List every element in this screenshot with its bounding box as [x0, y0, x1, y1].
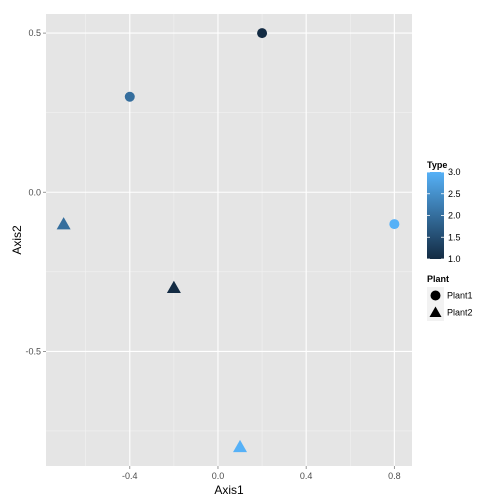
- color-legend-ticks: 1.0 1.5 2.0 2.5 3.0: [427, 167, 461, 264]
- y-axis-title: Axis2: [10, 225, 24, 255]
- point-circle: [124, 91, 135, 102]
- y-tick-label: 0.0: [28, 187, 41, 197]
- point-triangle: [56, 217, 71, 230]
- y-axis-ticks: -0.5 0.0 0.5: [25, 28, 46, 356]
- data-points: [56, 28, 400, 453]
- point-triangle: [166, 280, 181, 293]
- shape-legend-items: Plant1 Plant2: [427, 287, 473, 321]
- x-tick-label: 0.8: [388, 471, 401, 481]
- x-axis-ticks: -0.4 0.0 0.4 0.8: [122, 466, 401, 481]
- color-legend-label: 1.0: [448, 254, 461, 264]
- y-tick-label: -0.5: [25, 346, 41, 356]
- x-tick-label: -0.4: [122, 471, 138, 481]
- color-legend-label: 2.0: [448, 211, 461, 221]
- x-tick-label: 0.4: [300, 471, 313, 481]
- point-triangle: [233, 439, 248, 453]
- color-legend-label: 3.0: [448, 167, 461, 177]
- plot-panel: [46, 14, 412, 466]
- x-tick-label: 0.0: [212, 471, 225, 481]
- legend-triangle-icon: [429, 306, 442, 317]
- point-circle: [389, 219, 400, 230]
- shape-legend-title: Plant: [427, 274, 449, 284]
- major-gridlines: [46, 14, 412, 466]
- point-circle: [257, 28, 268, 39]
- x-axis-title: Axis1: [214, 483, 244, 497]
- color-legend-title: Type: [427, 160, 447, 170]
- color-legend-label: 2.5: [448, 189, 461, 199]
- minor-gridlines: [46, 14, 412, 466]
- legend-circle-icon: [430, 290, 441, 301]
- legend: Type 1.0 1.5 2.0 2.5 3.0 Plant Plant1 Plant2: [427, 160, 473, 321]
- shape-legend-label: Plant2: [447, 308, 473, 318]
- color-legend-bar: [427, 172, 444, 259]
- y-tick-label: 0.5: [28, 28, 41, 38]
- shape-legend-label: Plant1: [447, 291, 473, 301]
- color-legend-label: 1.5: [448, 232, 461, 242]
